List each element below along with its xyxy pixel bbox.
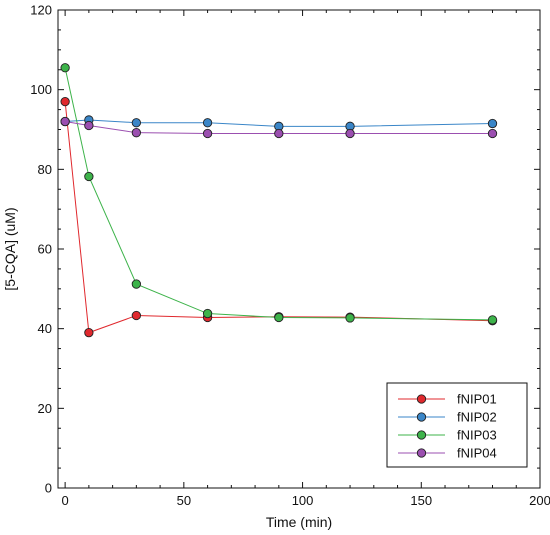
legend-item-fnip01: fNIP01 (398, 392, 497, 407)
data-point-fnip03 (60, 63, 70, 73)
y-tick-label: 40 (38, 321, 52, 336)
data-point-fnip03 (487, 315, 498, 325)
x-tick-label: 150 (410, 493, 432, 508)
legend-item-fnip02: fNIP02 (398, 410, 497, 425)
data-point-fnip03 (131, 279, 142, 289)
legend-label-fnip04: fNIP04 (457, 446, 497, 461)
y-tick-label: 20 (38, 401, 52, 416)
y-tick-label: 120 (30, 3, 52, 18)
data-point-fnip03 (84, 171, 94, 182)
data-point-fnip04 (84, 120, 94, 131)
legend-item-fnip03: fNIP03 (398, 428, 497, 443)
data-point-fnip04 (202, 128, 213, 139)
legend-marker-fnip02 (416, 412, 427, 422)
x-tick-label: 200 (529, 493, 550, 508)
data-point-fnip02 (202, 118, 213, 128)
legend-marker-fnip01 (416, 394, 427, 404)
data-point-fnip02 (487, 118, 498, 129)
series-fnip04 (60, 116, 498, 139)
data-point-fnip04 (345, 128, 355, 139)
legend-label-fnip01: fNIP01 (457, 392, 497, 407)
data-point-fnip04 (60, 116, 70, 127)
x-axis-title: Time (min) (266, 514, 332, 530)
y-tick-label: 60 (38, 242, 52, 257)
data-point-fnip03 (202, 308, 213, 319)
y-axis-title: [5-CQA] (uM) (2, 207, 18, 290)
data-point-fnip03 (345, 313, 355, 323)
axes-layer: 0 50 100 150 200 0 20 40 60 80 100 120 (30, 3, 550, 509)
legend-label-fnip03: fNIP03 (457, 428, 497, 443)
legend-label-fnip02: fNIP02 (457, 410, 497, 425)
legend-marker-fnip03 (416, 430, 427, 440)
x-tick-label: 100 (292, 493, 314, 508)
y-tick-label: 100 (30, 82, 52, 97)
data-point-fnip03 (274, 312, 284, 323)
data-point-fnip01 (131, 310, 142, 321)
data-point-fnip04 (274, 128, 284, 139)
x-tick-label: 50 (177, 493, 191, 508)
y-tick-label: 0 (45, 481, 52, 496)
x-tick-label: 0 (62, 493, 69, 508)
series-layer (60, 63, 498, 338)
data-point-fnip01 (84, 327, 94, 338)
data-point-fnip02 (131, 118, 142, 128)
legend: fNIP01 fNIP02 fNIP03 fNIP04 (386, 382, 528, 468)
legend-item-fnip04: fNIP04 (398, 446, 497, 461)
data-point-fnip01 (60, 96, 70, 107)
data-point-fnip04 (131, 128, 142, 138)
series-fnip03 (60, 63, 498, 325)
legend-marker-fnip04 (416, 448, 427, 458)
y-tick-label: 80 (38, 162, 52, 177)
data-point-fnip04 (487, 128, 498, 139)
